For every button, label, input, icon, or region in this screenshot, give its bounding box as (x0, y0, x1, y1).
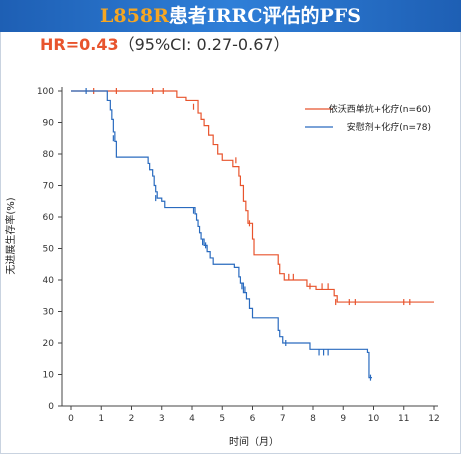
x-tick-label: 0 (68, 414, 74, 424)
y-tick-label: 30 (43, 308, 55, 318)
chart-banner-title: L858R患者IRRC评估的PFS (0, 0, 461, 32)
x-tick-label: 3 (159, 414, 165, 424)
x-tick-label: 2 (129, 414, 135, 424)
hazard-ratio-value: HR=0.43 (40, 35, 119, 54)
y-tick-label: 90 (43, 119, 55, 129)
banner-title-rest: 患者IRRC评估的PFS (168, 5, 361, 27)
x-tick-label: 6 (250, 414, 256, 424)
y-tick-label: 20 (43, 339, 55, 349)
x-tick-label: 11 (398, 414, 409, 424)
banner-title-accent: L858R (100, 5, 169, 27)
y-tick-label: 10 (43, 371, 55, 381)
y-tick-label: 70 (43, 182, 55, 192)
x-tick-label: 4 (189, 414, 195, 424)
x-tick-label: 1 (98, 414, 104, 424)
series-1 (71, 88, 434, 306)
y-tick-label: 40 (43, 276, 55, 286)
series-1-step-line (71, 90, 434, 303)
legend-label-1: 依沃西单抗+化疗(n=60) (329, 103, 431, 115)
y-axis-label: 无进展生存率(%) (4, 197, 17, 274)
chart-series-layer (71, 88, 434, 381)
hazard-ratio-ci: （95%CI: 0.27-0.67） (118, 35, 290, 54)
x-tick-label: 5 (219, 414, 225, 424)
x-tick-label: 7 (280, 414, 286, 424)
y-tick-label: 50 (43, 245, 55, 255)
legend-label-2: 安慰剂+化疗(n=78) (347, 121, 431, 133)
y-tick-label: 100 (37, 87, 54, 97)
y-tick-label: 0 (48, 402, 54, 412)
x-axis-label: 时间（月） (229, 435, 279, 448)
series-2 (71, 88, 372, 381)
x-tick-label: 10 (368, 414, 380, 424)
x-tick-label: 9 (340, 414, 346, 424)
x-tick-label: 12 (428, 414, 439, 424)
hazard-ratio-line: HR=0.43（95%CI: 0.27-0.67） (40, 33, 290, 57)
y-tick-label: 60 (43, 213, 55, 223)
y-tick-label: 80 (43, 150, 55, 160)
chart-legend: 依沃西单抗+化疗(n=60) 安慰剂+化疗(n=78) (305, 103, 431, 133)
series-2-step-line (71, 90, 372, 379)
x-tick-label: 8 (310, 414, 316, 424)
